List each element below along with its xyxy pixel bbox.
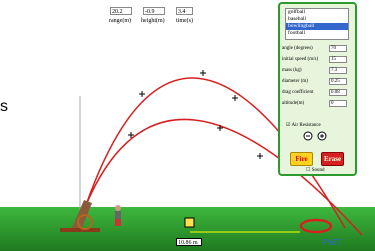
parameter-row: initial speed (m/s) 15 (282, 56, 354, 64)
sound[interactable]: ☐ Sound (306, 167, 325, 173)
side-text: s (0, 98, 8, 116)
time-label: time(s) (176, 18, 193, 24)
list-item[interactable]: football (286, 30, 348, 37)
parameter-label: mass (kg) (282, 68, 302, 73)
zoom[interactable] (302, 130, 332, 142)
parameter-input[interactable]: 70 (329, 45, 347, 52)
air-resistance[interactable]: ☑ Air Resistance (286, 122, 321, 128)
tape-measure: 10.86 m (176, 238, 202, 246)
air-resistance-label: Air Resistance (291, 123, 320, 128)
parameter-input[interactable]: 0.25 (329, 78, 347, 85)
fire-button[interactable]: Fire (290, 152, 313, 166)
logo: PhET (322, 238, 342, 247)
parameter-input[interactable]: 7.3 (329, 67, 347, 74)
control-panel: golfball baseball bowlingball football a… (278, 2, 357, 176)
parameter-label: diameter (m) (282, 79, 308, 84)
parameter-label: initial speed (m/s) (282, 57, 318, 62)
height-label: height(m) (141, 18, 165, 24)
time-readout: 3.4 (176, 7, 193, 15)
parameter-input[interactable]: 0.08 (329, 89, 347, 96)
parameter-label: drag coefficient (282, 90, 313, 95)
person (115, 205, 121, 226)
parameter-label: altitude(m) (282, 101, 304, 106)
range-label: range(m) (109, 18, 131, 24)
list-item[interactable]: bowlingball (286, 23, 348, 30)
sound-label: Sound (312, 168, 325, 173)
parameter-row: altitude(m) 0 (282, 100, 354, 108)
erase-button[interactable]: Erase (321, 152, 344, 166)
list-item[interactable]: golfball (286, 9, 348, 16)
parameter-row: angle (degrees) 70 (282, 45, 354, 53)
target-marker[interactable] (185, 218, 194, 227)
range-readout: 20.2 (110, 7, 132, 15)
parameter-row: mass (kg) 7.3 (282, 67, 354, 75)
projectile-list[interactable]: golfball baseball bowlingball football (285, 8, 349, 40)
parameter-label: angle (degrees) (282, 46, 313, 51)
parameter-input[interactable]: 15 (329, 56, 347, 63)
parameter-row: diameter (m) 0.25 (282, 78, 354, 86)
simulation: s 20.2 -0.9 3.4 range(m) height(m) time(… (0, 0, 375, 251)
parameter-row: drag coefficient 0.08 (282, 89, 354, 97)
height-readout: -0.9 (143, 7, 165, 15)
parameter-input[interactable]: 0 (329, 100, 347, 107)
list-item[interactable]: baseball (286, 16, 348, 23)
